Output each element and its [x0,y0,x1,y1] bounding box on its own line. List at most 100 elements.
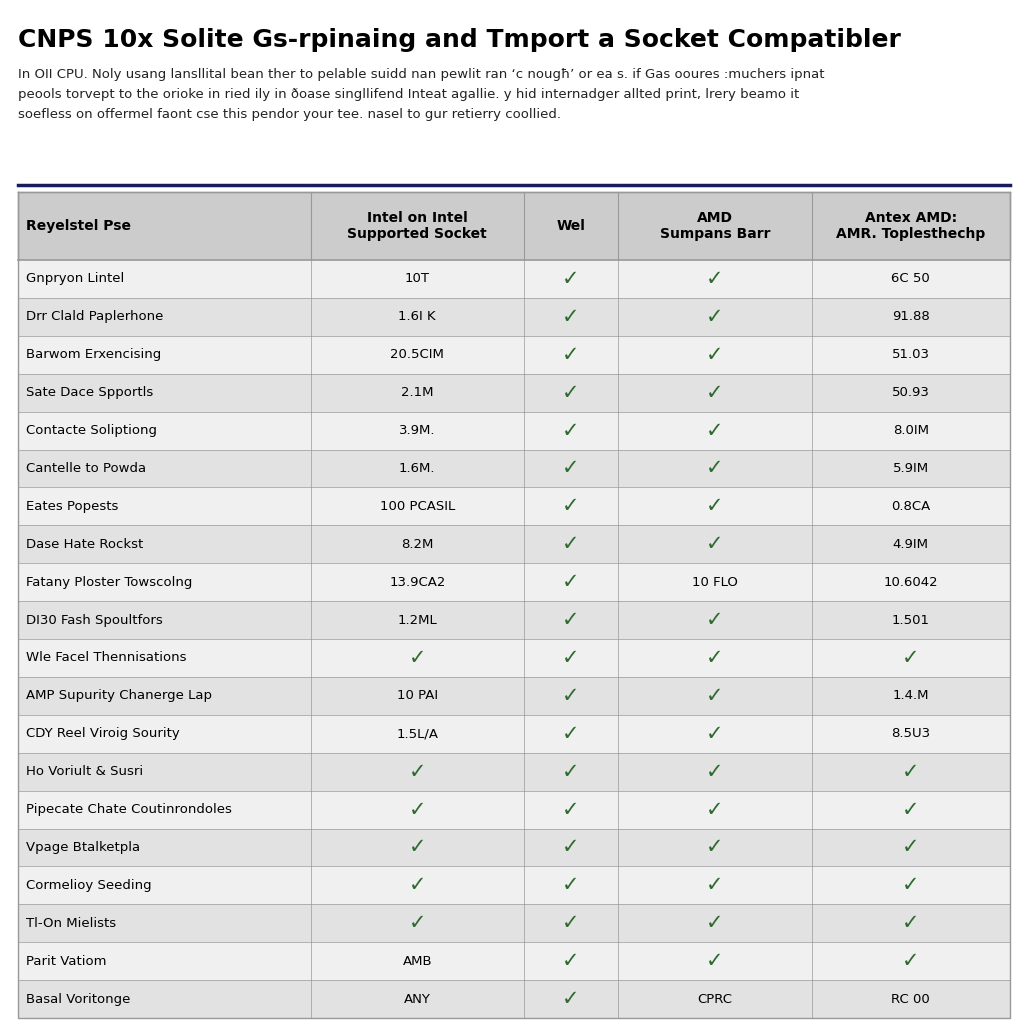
Text: 20.5CIM: 20.5CIM [390,348,444,361]
Text: Reyelstel Pse: Reyelstel Pse [26,219,131,233]
Text: Barwom Erxencising: Barwom Erxencising [26,348,161,361]
Text: ✓: ✓ [707,610,724,630]
Text: ✓: ✓ [707,421,724,440]
Text: ✓: ✓ [562,989,580,1009]
Text: ✓: ✓ [409,648,426,668]
Text: Ho Voriult & Susri: Ho Voriult & Susri [26,765,143,778]
Text: AMB: AMB [402,954,432,968]
Text: ✓: ✓ [562,610,580,630]
Text: Contacte Soliptiong: Contacte Soliptiong [26,424,157,437]
Text: ✓: ✓ [902,762,920,781]
Text: ✓: ✓ [562,838,580,857]
Text: 10 PAI: 10 PAI [396,689,438,702]
Text: 51.03: 51.03 [892,348,930,361]
Text: ✓: ✓ [562,724,580,743]
Text: ✓: ✓ [562,951,580,971]
Text: 8.5U3: 8.5U3 [891,727,931,740]
Text: 50.93: 50.93 [892,386,930,399]
Text: Basal Voritonge: Basal Voritonge [26,992,130,1006]
Text: Fatany Ploster Towscolng: Fatany Ploster Towscolng [26,575,193,589]
Text: ✓: ✓ [707,838,724,857]
Text: ✓: ✓ [409,876,426,895]
Text: 100 PCASIL: 100 PCASIL [380,500,455,513]
Text: peools torvept to the orioke in ried ily in ðoase singllifend Inteat agallie. y : peools torvept to the orioke in ried ily… [18,88,800,101]
Text: CDY Reel Viroig Sourity: CDY Reel Viroig Sourity [26,727,180,740]
Text: ✓: ✓ [562,762,580,781]
Bar [18,639,1010,677]
Text: Eates Popests: Eates Popests [26,500,119,513]
Text: 10 FLO: 10 FLO [692,575,738,589]
Text: ✓: ✓ [902,913,920,933]
Text: ✓: ✓ [902,800,920,819]
Text: 1.2ML: 1.2ML [397,613,437,627]
Text: Cantelle to Powda: Cantelle to Powda [26,462,146,475]
Text: ✓: ✓ [409,913,426,933]
Text: ✓: ✓ [562,572,580,592]
Text: Parit Vatiom: Parit Vatiom [26,954,106,968]
Text: 10T: 10T [404,272,430,286]
Text: 5.9IM: 5.9IM [893,462,929,475]
Bar [18,753,1010,791]
Text: ✓: ✓ [562,648,580,668]
Text: 13.9CA2: 13.9CA2 [389,575,445,589]
Text: RC 00: RC 00 [892,992,930,1006]
Text: 8.2M: 8.2M [401,538,433,551]
Text: ✓: ✓ [562,497,580,516]
Text: ✓: ✓ [562,876,580,895]
Bar [18,980,1010,1018]
Text: ✓: ✓ [902,951,920,971]
Bar [18,677,1010,715]
Text: 8.0IM: 8.0IM [893,424,929,437]
Text: ✓: ✓ [707,497,724,516]
Bar [18,193,1010,260]
Text: ✓: ✓ [902,876,920,895]
Text: ✓: ✓ [409,762,426,781]
Bar [18,866,1010,904]
Text: ✓: ✓ [902,838,920,857]
Text: ✓: ✓ [902,648,920,668]
Text: Tl-On Mielists: Tl-On Mielists [26,916,116,930]
Text: ✓: ✓ [409,800,426,819]
Bar [18,336,1010,374]
Text: ✓: ✓ [707,876,724,895]
Text: ✓: ✓ [562,686,580,706]
Text: Intel on Intel
Supported Socket: Intel on Intel Supported Socket [347,211,487,241]
Text: ✓: ✓ [409,838,426,857]
Text: Dase Hate Rockst: Dase Hate Rockst [26,538,143,551]
Text: 1.6I K: 1.6I K [398,310,436,324]
Text: ✓: ✓ [707,345,724,365]
Bar [18,904,1010,942]
Text: 2.1M: 2.1M [401,386,433,399]
Bar [18,412,1010,450]
Text: soefless on offermel faont cse this pendor your tee. nasel to gur retierry cooll: soefless on offermel faont cse this pend… [18,108,561,121]
Text: Cormelioy Seeding: Cormelioy Seeding [26,879,152,892]
Text: Pipecate Chate Coutinrondoles: Pipecate Chate Coutinrondoles [26,803,231,816]
Bar [18,450,1010,487]
Text: 1.6M.: 1.6M. [399,462,435,475]
Text: ✓: ✓ [562,535,580,554]
Text: ✓: ✓ [707,383,724,402]
Text: ✓: ✓ [562,269,580,289]
Bar [18,298,1010,336]
Text: In OII CPU. Noly usang lansllital bean ther to pelable suidd nan pewlit ran ‘c n: In OII CPU. Noly usang lansllital bean t… [18,68,824,81]
Text: Drr Clald Paplerhone: Drr Clald Paplerhone [26,310,164,324]
Text: ✓: ✓ [707,800,724,819]
Bar [18,601,1010,639]
Text: ✓: ✓ [707,535,724,554]
Text: Wel: Wel [557,219,586,233]
Bar [18,525,1010,563]
Text: CPRC: CPRC [697,992,732,1006]
Text: 10.6042: 10.6042 [884,575,938,589]
Bar [18,260,1010,298]
Text: 3.9M.: 3.9M. [399,424,435,437]
Text: AMD
Sumpans Barr: AMD Sumpans Barr [659,211,770,241]
Text: ✓: ✓ [707,648,724,668]
Bar [18,374,1010,412]
Bar [18,828,1010,866]
Text: 1.4.M: 1.4.M [893,689,929,702]
Text: CNPS 10x Solite Gs-rpinaing and Tmport a Socket Compatibler: CNPS 10x Solite Gs-rpinaing and Tmport a… [18,28,901,52]
Text: ✓: ✓ [707,269,724,289]
Text: ✓: ✓ [707,913,724,933]
Text: ✓: ✓ [707,459,724,478]
Text: Vpage Btalketpla: Vpage Btalketpla [26,841,140,854]
